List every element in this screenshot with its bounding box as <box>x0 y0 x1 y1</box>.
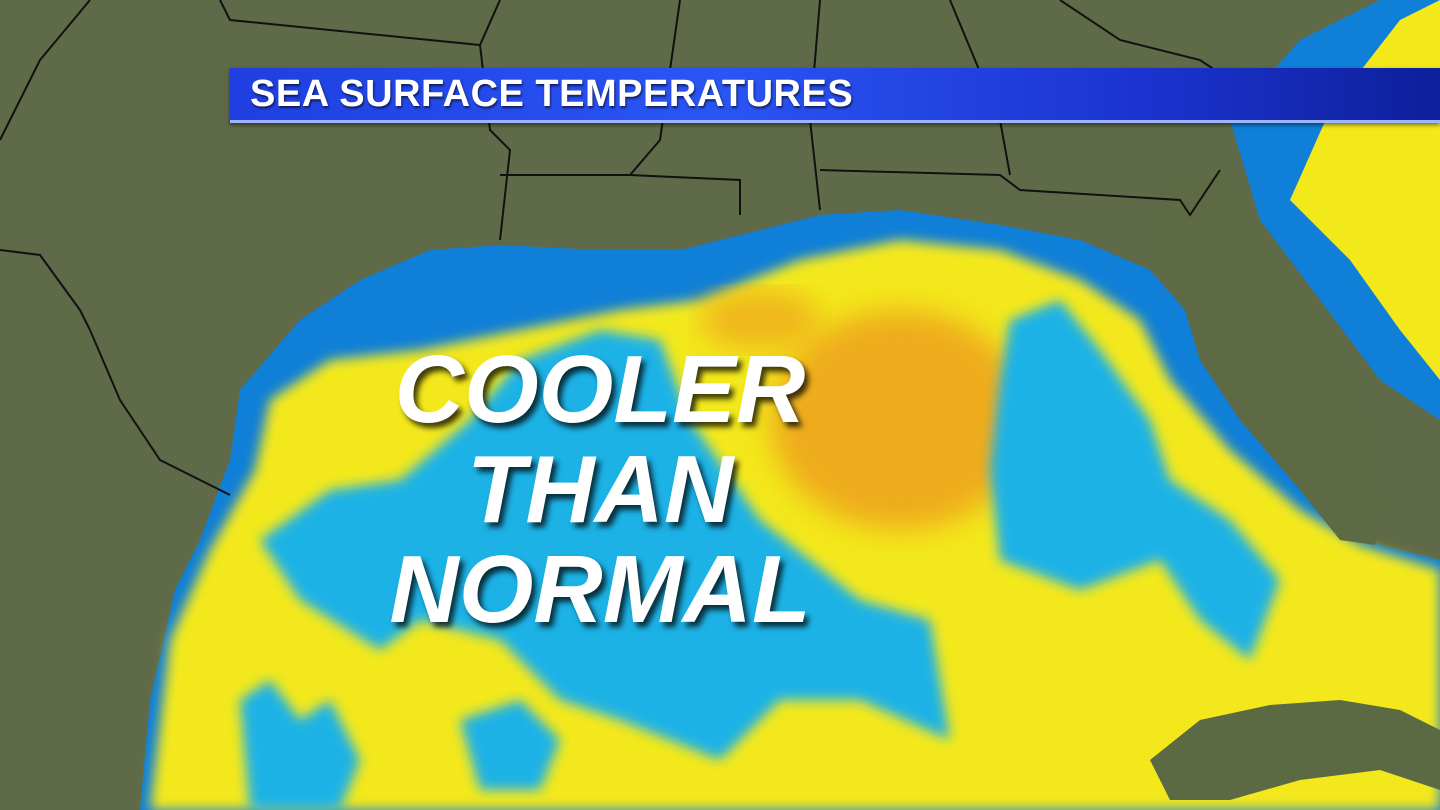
cooler-patch-central <box>260 330 950 760</box>
headline: COOLER THAN NORMAL <box>330 340 870 640</box>
title-bar: SEA SURFACE TEMPERATURES <box>230 68 1440 123</box>
cooler-patch-southwest <box>240 680 360 810</box>
cuba <box>1150 700 1440 800</box>
warm-area <box>700 290 820 350</box>
headline-line-1: COOLER <box>394 336 806 443</box>
headline-line-3: NORMAL <box>389 536 811 643</box>
headline-line-2: THAN <box>466 436 734 543</box>
florida <box>1160 180 1385 545</box>
cooler-patch-south <box>460 700 560 790</box>
title-text: SEA SURFACE TEMPERATURES <box>250 73 854 115</box>
cooler-patch-east <box>990 300 1280 660</box>
warmest-area <box>770 310 1030 530</box>
